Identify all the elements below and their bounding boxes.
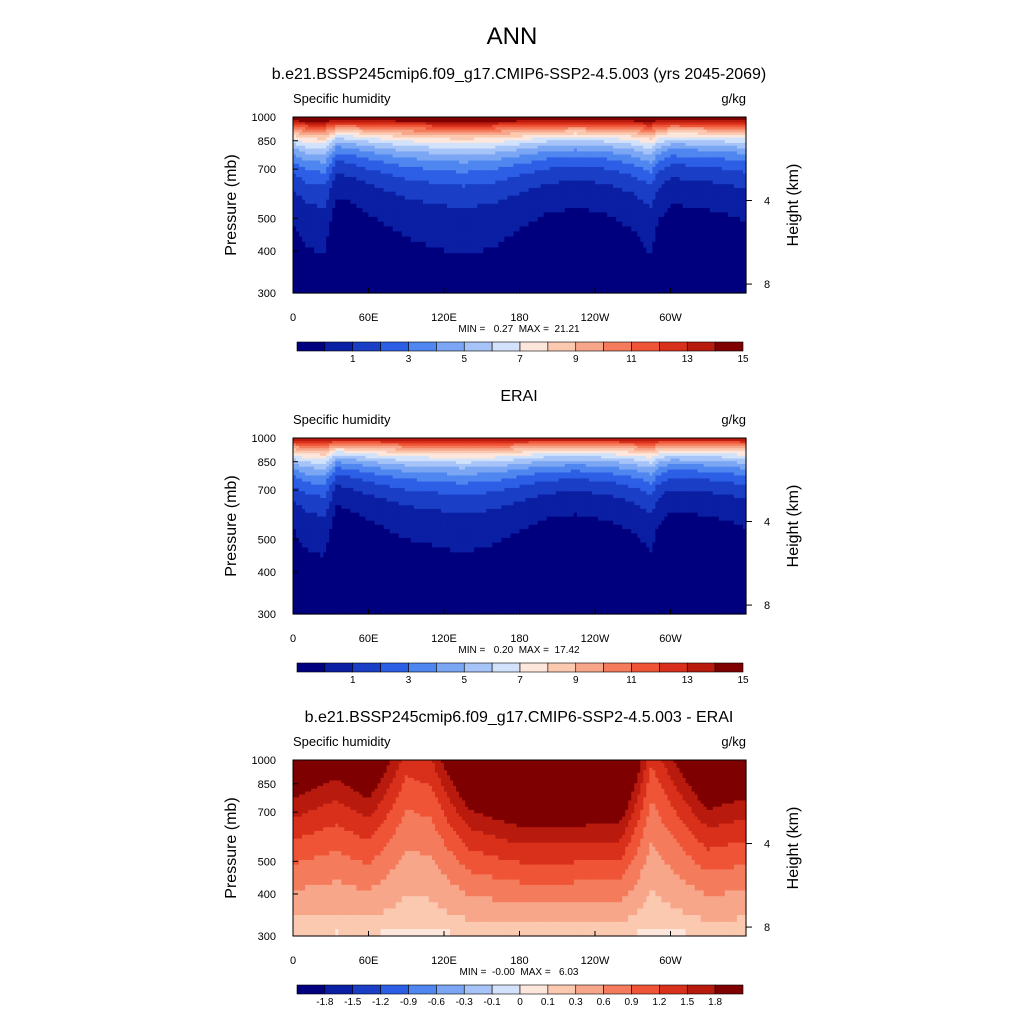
variable-label: Specific humidity xyxy=(293,91,391,106)
units-label: g/kg xyxy=(721,91,746,106)
panel-model: b.e21.BSSP245cmip6.f09_g17.CMIP6-SSP2-4.… xyxy=(223,66,802,365)
panel-title: b.e21.BSSP245cmip6.f09_g17.CMIP6-SSP2-4.… xyxy=(272,66,767,83)
figure-title: ANN xyxy=(487,23,538,50)
heatmap-field xyxy=(293,117,747,294)
stats-label: MIN = 0.27 MAX = 21.21 xyxy=(458,324,580,335)
